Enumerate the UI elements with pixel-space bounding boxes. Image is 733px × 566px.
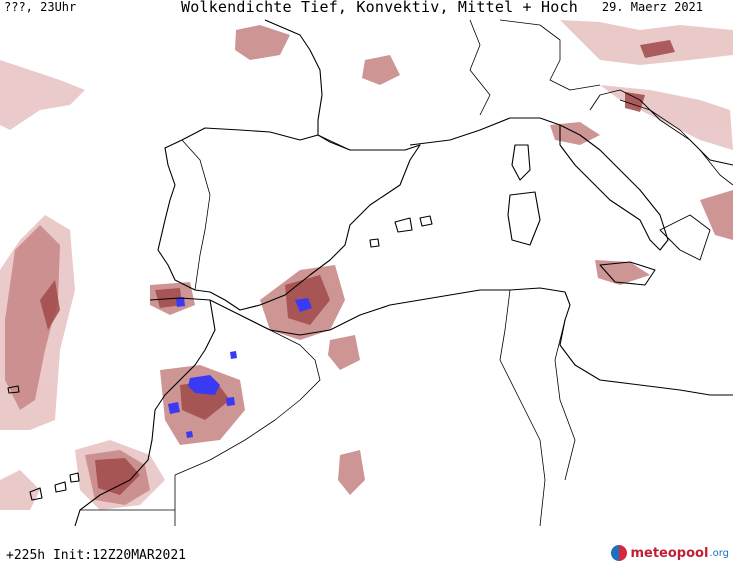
meteopool-logo[interactable]: meteopool .org bbox=[611, 545, 729, 561]
map-title: Wolkendichte Tief, Konvektiv, Mittel + H… bbox=[181, 0, 578, 16]
header: ???, 23Uhr Wolkendichte Tief, Konvektiv,… bbox=[0, 0, 733, 18]
meteopool-logo-icon bbox=[611, 545, 628, 561]
cloud-density-map bbox=[0, 16, 733, 526]
convective-cores bbox=[168, 297, 312, 438]
coastlines bbox=[7, 19, 733, 526]
forecast-time-label: ???, 23Uhr bbox=[4, 0, 77, 14]
logo-suffix: .org bbox=[709, 547, 729, 559]
logo-name: meteopool bbox=[630, 545, 709, 561]
run-info: +225h Init:12Z20MAR2021 bbox=[6, 548, 187, 563]
forecast-date: 29. Maerz 2021 bbox=[601, 0, 703, 14]
